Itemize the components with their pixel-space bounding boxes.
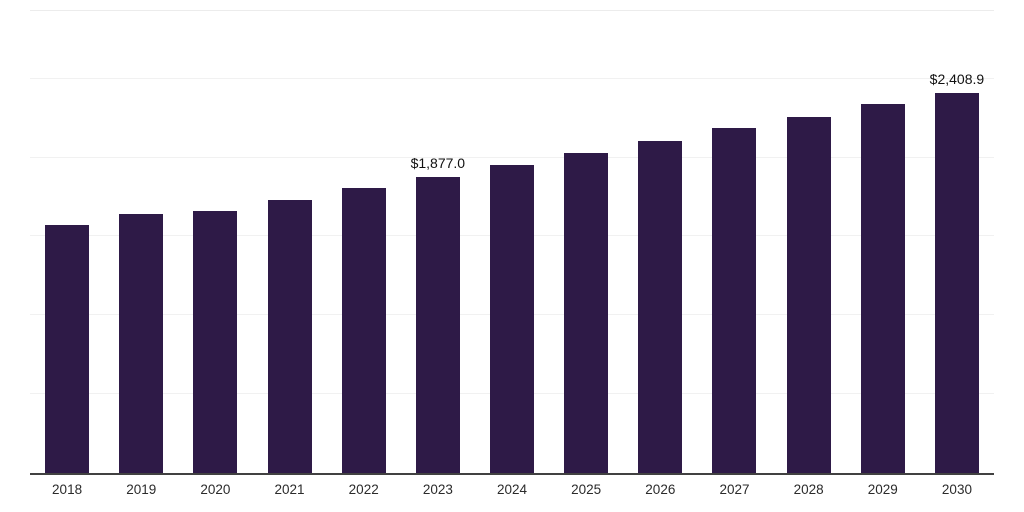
gridline xyxy=(30,77,994,79)
bar-2025 xyxy=(564,153,609,473)
x-tick-2030: 2030 xyxy=(941,482,972,497)
bar-2030 xyxy=(934,93,979,473)
x-tick-2027: 2027 xyxy=(719,482,750,497)
x-tick-2018: 2018 xyxy=(52,482,83,497)
bar-2026 xyxy=(638,141,683,473)
bar-2023 xyxy=(415,177,460,473)
x-tick-2029: 2029 xyxy=(867,482,898,497)
bar-2020 xyxy=(193,210,238,473)
x-tick-2020: 2020 xyxy=(200,482,231,497)
x-tick-2022: 2022 xyxy=(348,482,379,497)
bar-2024 xyxy=(490,165,534,473)
bar-2021 xyxy=(267,199,312,473)
bar-2028 xyxy=(786,116,831,473)
bar-2019 xyxy=(119,214,164,473)
value-label-2023: $1,877.0 xyxy=(410,155,466,172)
gridline xyxy=(30,156,994,158)
x-tick-2026: 2026 xyxy=(645,482,676,497)
plot-area: $1,877.0 $2,408.9 xyxy=(30,10,994,475)
bar-2022 xyxy=(341,188,386,473)
bar-2018 xyxy=(45,225,90,473)
x-tick-2019: 2019 xyxy=(126,482,157,497)
x-tick-2028: 2028 xyxy=(793,482,824,497)
x-axis-labels: 2018 2019 2020 2021 2022 2023 2024 2025 2026 2027… xyxy=(30,480,994,500)
x-tick-2025: 2025 xyxy=(571,482,602,497)
bar-2029 xyxy=(860,104,905,473)
x-tick-2021: 2021 xyxy=(274,482,305,497)
x-tick-2024: 2024 xyxy=(496,482,528,497)
bar-2027 xyxy=(712,128,757,473)
value-label-2030: $2,408.9 xyxy=(929,71,985,88)
x-tick-2023: 2023 xyxy=(422,482,453,497)
